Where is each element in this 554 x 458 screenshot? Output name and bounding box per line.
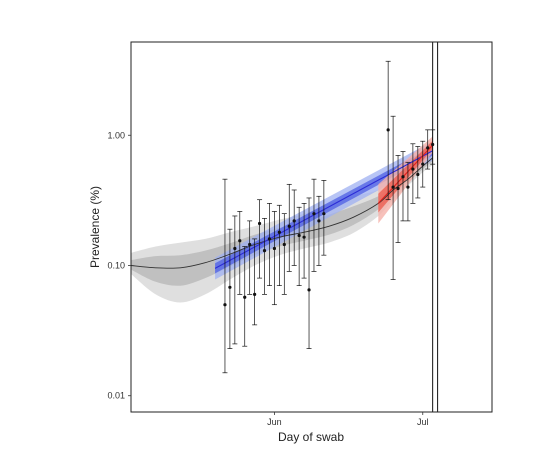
point-marker: [292, 219, 296, 223]
data-point: [232, 215, 238, 345]
data-point: [306, 197, 312, 349]
reference-lines: [432, 42, 439, 412]
point-marker: [272, 246, 277, 251]
data-point: [316, 195, 322, 266]
point-marker: [253, 292, 257, 296]
data-point: [420, 140, 426, 188]
point-marker: [416, 172, 420, 177]
data-point: [266, 203, 272, 287]
y-tick-label: 0.10: [107, 260, 125, 270]
point-marker: [228, 285, 232, 289]
data-point: [395, 155, 401, 243]
axes: 0.01 0.10 1.00 Jun Jul: [107, 130, 428, 427]
point-marker: [223, 303, 227, 307]
point-marker: [322, 212, 326, 216]
data-point: [262, 218, 268, 295]
point-marker: [267, 237, 272, 241]
data-point: [291, 189, 297, 266]
data-point: [281, 213, 287, 295]
data-point: [252, 238, 258, 326]
data-point: [286, 183, 292, 272]
data-point: [321, 180, 327, 256]
point-marker: [277, 230, 281, 234]
y-axis-title: Prevalence (%): [88, 186, 102, 268]
confidence-bands: [131, 136, 433, 303]
point-marker: [257, 221, 262, 226]
x-axis-title: Day of swab: [278, 430, 344, 444]
point-marker: [312, 212, 316, 216]
data-point: [247, 220, 253, 295]
data-point: [410, 143, 416, 204]
point-marker: [307, 288, 311, 292]
data-point: [311, 178, 317, 272]
data-point: [227, 228, 233, 349]
point-marker: [282, 242, 286, 247]
point-marker: [287, 224, 291, 228]
data-point: [400, 151, 406, 222]
point-marker: [401, 175, 405, 179]
point-marker: [391, 185, 395, 189]
point-marker: [411, 167, 415, 171]
data-point: [301, 203, 307, 279]
point-marker: [406, 185, 410, 189]
point-marker: [386, 128, 390, 132]
x-tick-label: Jul: [417, 417, 429, 427]
data-point: [425, 129, 431, 170]
data-point: [271, 211, 277, 306]
point-marker: [262, 249, 267, 253]
y-tick-label: 1.00: [107, 130, 125, 140]
y-tick-label: 0.01: [107, 391, 125, 401]
data-point: [257, 199, 263, 279]
data-point: [296, 206, 302, 287]
point-marker: [297, 233, 301, 238]
data-point: [276, 204, 282, 287]
red-fit-line: [377, 144, 434, 204]
point-marker: [426, 146, 430, 150]
data-point: [242, 246, 248, 347]
smooth-band-50: [131, 153, 433, 286]
data-point: [385, 60, 391, 201]
data-point: [237, 211, 243, 295]
data-point: [415, 146, 421, 199]
point-marker: [302, 235, 306, 239]
point-marker: [243, 295, 247, 299]
point-marker: [238, 239, 242, 243]
data-point: [390, 115, 396, 280]
point-marker: [248, 242, 252, 247]
data-point: [405, 161, 411, 222]
point-marker: [421, 162, 425, 166]
data-point: [222, 178, 228, 374]
point-marker: [396, 186, 400, 191]
x-tick-label: Jun: [267, 417, 282, 427]
plot-panel-border: [130, 41, 493, 413]
point-marker: [317, 219, 321, 223]
point-marker: [233, 246, 237, 251]
